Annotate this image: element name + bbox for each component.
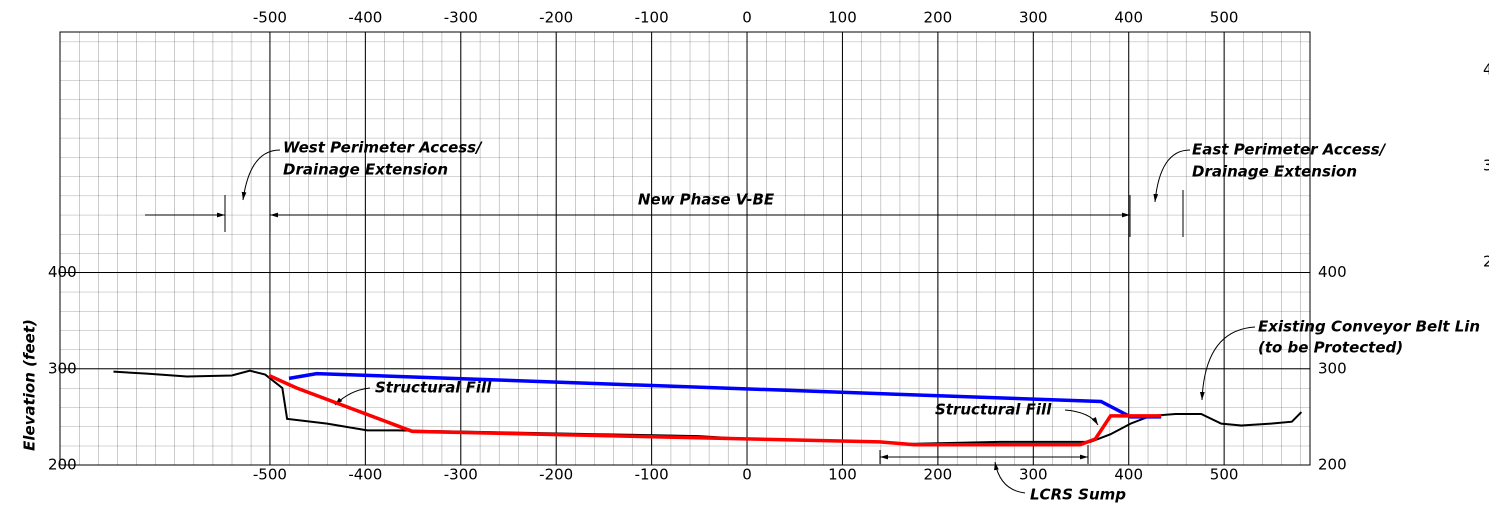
x-tick-label: 100 [828,9,857,27]
annotation: Structural Fill [375,379,492,397]
x-tick-label: -500 [253,9,287,27]
x-tick-label: 400 [1114,9,1143,27]
y-tick-label: 300 [48,359,77,377]
x-tick-label: 500 [1210,9,1239,27]
x-tick-label: 400 [1114,466,1143,484]
y-tick-label: 300 [1318,359,1347,377]
x-tick-label: -500 [253,466,287,484]
x-tick-label: -200 [539,466,573,484]
x-tick-label: 0 [742,9,752,27]
edge-label: 2 [1483,253,1489,271]
annotation: New Phase V-BE [638,191,775,209]
annotation: Existing Conveyor Belt Lin [1258,318,1480,336]
x-tick-label: -100 [635,466,669,484]
x-tick-label: 100 [828,466,857,484]
annotation: (to be Protected) [1258,339,1403,357]
edge-label: 4 [1483,61,1489,79]
y-tick-label: 400 [1318,263,1347,281]
x-tick-label: -300 [444,9,478,27]
x-tick-label: -400 [348,9,382,27]
y-tick-label: 200 [1318,456,1347,474]
x-tick-label: 200 [924,466,953,484]
annotation: LCRS Sump [1030,486,1126,504]
annotation: Drainage Extension [1192,163,1357,181]
y-tick-label: 400 [48,263,77,281]
x-tick-label: -300 [444,466,478,484]
annotation: Structural Fill [935,401,1052,419]
x-tick-label: 300 [1019,9,1048,27]
x-tick-label: 500 [1210,466,1239,484]
x-tick-label: 200 [924,9,953,27]
x-tick-label: 0 [742,466,752,484]
dimension-lines [145,149,1256,494]
y-axis-label: Elevation (feet) [21,319,39,451]
x-tick-label: -200 [539,9,573,27]
y-tick-label: 200 [48,456,77,474]
x-tick-label: 300 [1019,466,1048,484]
profile-line [268,373,1162,447]
minor-grid [60,32,1310,465]
annotation: West Perimeter Access/ [283,139,483,157]
annotation: East Perimeter Access/ [1192,141,1387,159]
x-tick-label: -400 [348,466,382,484]
edge-label: 3 [1483,157,1489,175]
x-tick-label: -100 [635,9,669,27]
